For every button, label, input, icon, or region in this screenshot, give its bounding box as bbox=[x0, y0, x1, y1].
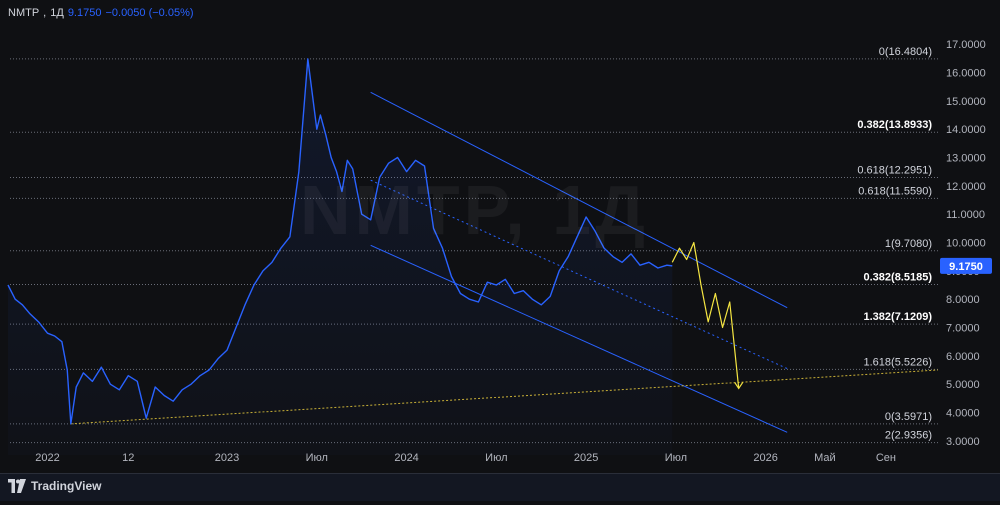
x-tick-label: 12 bbox=[122, 452, 134, 464]
fib-level-label: 0(16.4804) bbox=[879, 46, 932, 58]
fib-level-label: 2(2.9356) bbox=[885, 430, 932, 442]
y-tick-label: 5.0000 bbox=[946, 379, 980, 391]
y-tick-label: 7.0000 bbox=[946, 323, 980, 335]
support-trendline-line[interactable] bbox=[70, 369, 939, 425]
x-tick-label: Май bbox=[814, 452, 836, 464]
x-tick-label: 2025 bbox=[574, 452, 598, 464]
fib-level-label: 1.382(7.1209) bbox=[864, 311, 933, 323]
tradingview-logo-icon bbox=[8, 479, 26, 493]
regression-channel[interactable] bbox=[370, 91, 788, 433]
y-tick-label: 16.0000 bbox=[946, 68, 986, 80]
legend-price: 9.1750 bbox=[67, 7, 102, 19]
fib-level-label: 0.382(13.8933) bbox=[857, 119, 932, 131]
fib-level-label: 0(3.5971) bbox=[885, 411, 932, 423]
y-tick-label: 3.0000 bbox=[946, 436, 980, 448]
y-tick-label: 13.0000 bbox=[946, 153, 986, 165]
x-axis[interactable]: 2022 12 2023 Июл 2024 Июл 2025 Июл 2026 Май Сен bbox=[35, 452, 896, 464]
footer-bar: TradingView bbox=[0, 473, 1000, 501]
legend-interval: 1Д bbox=[50, 7, 64, 19]
chart-legend[interactable]: NMTP, 1Д 9.1750 −0.0050 (−0.05%) bbox=[8, 7, 194, 19]
channel-middle-line[interactable] bbox=[370, 179, 788, 370]
last-price-badge-label: 9.1750 bbox=[949, 261, 983, 273]
x-tick-label: 2023 bbox=[215, 452, 239, 464]
brand-name: TradingView bbox=[31, 479, 102, 493]
forecast-arrowhead bbox=[734, 382, 744, 390]
y-tick-label: 12.0000 bbox=[946, 181, 986, 193]
x-tick-label: Сен bbox=[876, 452, 896, 464]
y-tick-label: 11.0000 bbox=[946, 209, 985, 221]
x-tick-label: Июл bbox=[306, 452, 328, 464]
y-tick-label: 15.0000 bbox=[946, 96, 986, 108]
legend-separator: , bbox=[43, 7, 47, 19]
x-tick-label: 2024 bbox=[394, 452, 418, 464]
y-tick-label: 6.0000 bbox=[946, 351, 980, 363]
channel-upper-line[interactable] bbox=[370, 91, 788, 309]
last-price-badge-bg bbox=[940, 257, 992, 274]
fib-level-label: 0.382(8.5185) bbox=[864, 271, 933, 283]
fib-level-label: 0.618(12.2951) bbox=[857, 164, 932, 176]
x-tick-label: 2022 bbox=[35, 452, 59, 464]
x-tick-label: Июл bbox=[665, 452, 687, 464]
x-tick-label: 2026 bbox=[753, 452, 777, 464]
fib-level-label: 1(9.7080) bbox=[885, 238, 932, 250]
price-area-fill bbox=[8, 58, 673, 456]
x-tick-label: Июл bbox=[485, 452, 507, 464]
y-axis[interactable]: 3.00004.00005.00006.00007.00008.00009.00… bbox=[946, 39, 986, 448]
legend-symbol: NMTP bbox=[8, 7, 40, 19]
brand[interactable]: TradingView bbox=[8, 479, 101, 493]
y-tick-label: 10.0000 bbox=[946, 238, 986, 250]
y-tick-label: 14.0000 bbox=[946, 124, 986, 136]
price-area bbox=[8, 58, 673, 456]
support-trendline[interactable] bbox=[70, 369, 939, 425]
fib-levels: 0(16.4804) 0.382(13.8933) 0.618(12.2951) 0.… bbox=[10, 46, 938, 444]
fib-level-label: 1.618(5.5226) bbox=[864, 356, 933, 368]
y-tick-label: 17.0000 bbox=[946, 39, 986, 51]
fib-level-label: 0.618(11.5590) bbox=[858, 185, 932, 197]
y-tick-label: 8.0000 bbox=[946, 294, 980, 306]
y-tick-label: 4.0000 bbox=[946, 408, 980, 420]
channel-lower-line[interactable] bbox=[370, 244, 788, 433]
price-series[interactable] bbox=[7, 58, 744, 425]
price-line[interactable] bbox=[7, 58, 673, 425]
forecast-path[interactable] bbox=[671, 241, 740, 389]
legend-change: −0.0050 (−0.05%) bbox=[105, 7, 194, 19]
last-price-badge: 9.1750 bbox=[940, 257, 992, 274]
